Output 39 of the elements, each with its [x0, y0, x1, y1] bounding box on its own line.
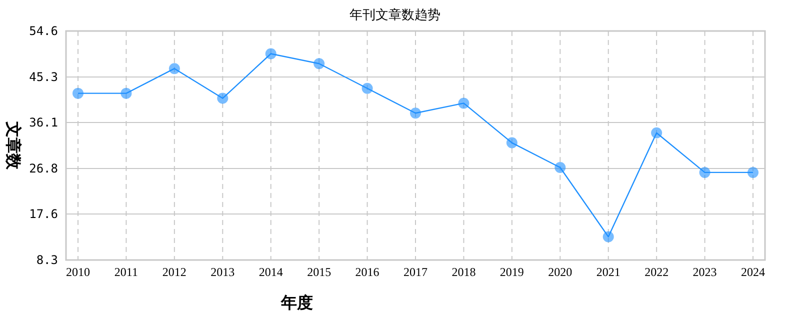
- point: [72, 88, 84, 99]
- x-tick-label: 2023: [692, 265, 717, 279]
- x-tick-label: 2021: [596, 265, 620, 279]
- x-tick-label: 2010: [66, 265, 90, 279]
- x-axis-title: 年度: [280, 293, 313, 312]
- y-tick-label: 17.6: [29, 207, 58, 221]
- x-tick-label: 2024: [741, 265, 765, 279]
- y-axis-title: 文章数: [4, 120, 22, 170]
- x-tick-label: 2013: [210, 265, 235, 279]
- point: [120, 88, 132, 99]
- x-tick-label: 2018: [452, 265, 476, 279]
- point: [168, 63, 180, 74]
- x-tick-label: 2016: [355, 265, 380, 279]
- point: [602, 231, 614, 242]
- y-tick-label: 45.3: [29, 70, 58, 84]
- x-tick-label: 2019: [500, 265, 524, 279]
- point: [265, 48, 276, 60]
- x-tick-label: 2022: [644, 265, 669, 279]
- x-tick-label: 2014: [258, 265, 283, 279]
- chart-title: 年刊文章数趋势: [350, 7, 440, 22]
- x-tick-label: 2017: [404, 265, 428, 279]
- y-tick-label: 8.3: [36, 253, 58, 267]
- x-tick-label: 2020: [548, 265, 572, 279]
- point: [362, 82, 373, 94]
- point: [748, 166, 758, 178]
- y-tick-label: 54.6: [29, 24, 58, 38]
- y-tick-label: 36.1: [29, 116, 58, 130]
- point: [314, 58, 325, 70]
- y-tick-label: 26.8: [29, 162, 58, 176]
- point: [651, 127, 662, 138]
- point: [699, 166, 710, 178]
- point: [410, 108, 421, 119]
- point: [506, 137, 518, 148]
- point: [217, 92, 228, 104]
- x-tick-label: 2015: [307, 265, 332, 279]
- x-tick-label: 2012: [162, 265, 186, 279]
- point: [554, 162, 566, 174]
- point: [458, 98, 470, 109]
- x-tick-label: 2011: [114, 265, 138, 279]
